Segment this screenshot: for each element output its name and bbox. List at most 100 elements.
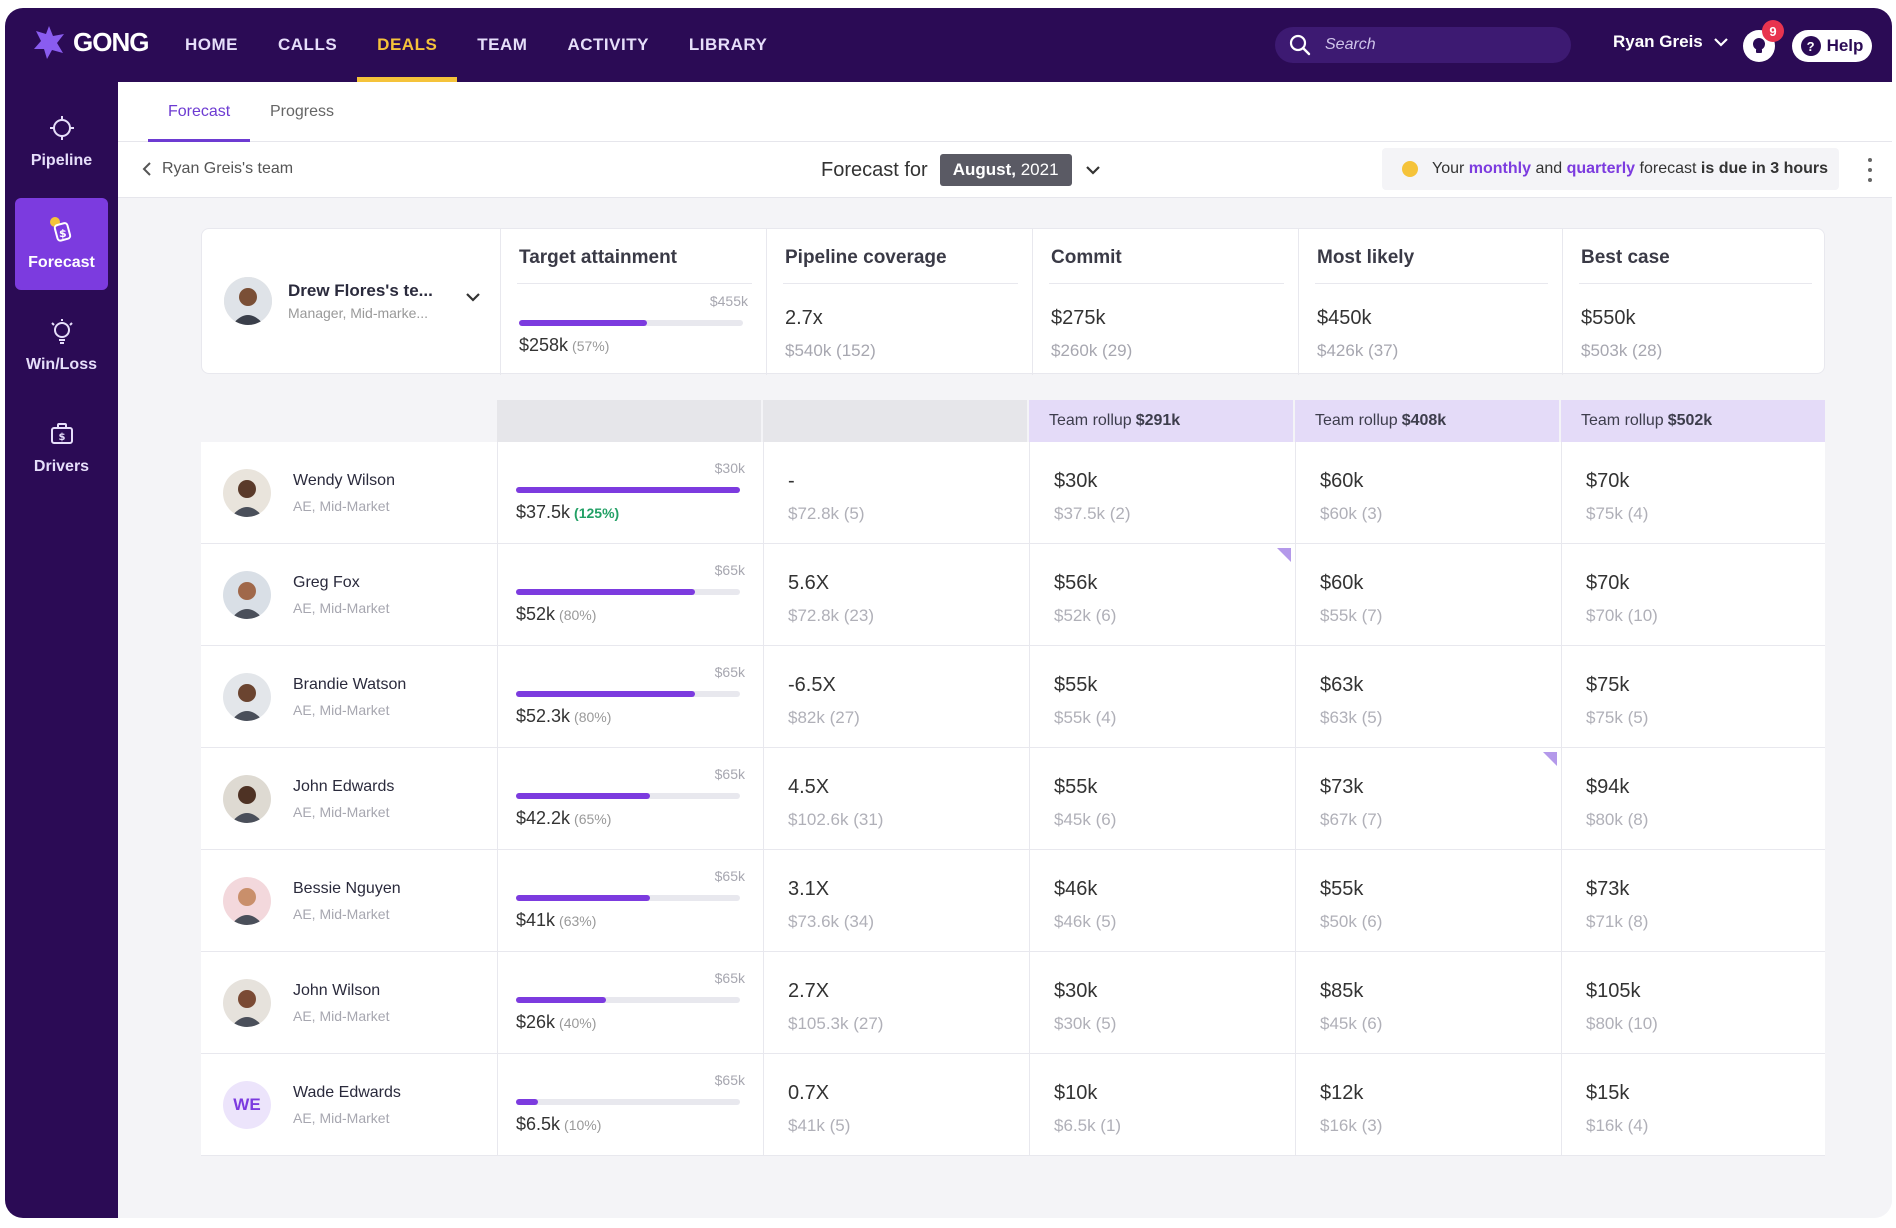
rep-coverage-sub: $82k (27)	[788, 708, 860, 727]
nav-deals[interactable]: DEALS	[357, 8, 458, 82]
sidebar-label-drivers: Drivers	[33, 458, 90, 475]
nav-calls[interactable]: CALLS	[278, 35, 338, 54]
rollup-best: Team rollup $502k	[1561, 400, 1825, 442]
table-row: John Edwards AE, Mid-Market $65k $42.2k(…	[201, 748, 1825, 850]
rep-best-cell[interactable]: $73k $71k (8)	[1561, 850, 1825, 952]
nav-home[interactable]: HOME	[185, 35, 238, 54]
period-value[interactable]: August, 2021	[939, 154, 1072, 186]
nav-activity[interactable]: ACTIVITY	[567, 35, 649, 54]
nav-library[interactable]: LIBRARY	[688, 35, 768, 54]
rep-best: $15k	[1586, 1082, 1630, 1104]
rep-best-cell[interactable]: $94k $80k (8)	[1561, 748, 1825, 850]
manager-attainment: $258k (57%)	[519, 335, 609, 356]
table-row: Wendy Wilson AE, Mid-Market $30k $37.5k(…	[201, 442, 1825, 544]
rep-likely-cell[interactable]: $60k $55k (7)	[1295, 544, 1561, 646]
rep-likely-cell[interactable]: $85k $45k (6)	[1295, 952, 1561, 1054]
rep-progress-fill	[516, 1099, 539, 1105]
sidebar-item-winloss[interactable]: Win/Loss	[15, 300, 108, 392]
rep-likely: $60k	[1320, 572, 1364, 594]
rep-best-cell[interactable]: $75k $75k (5)	[1561, 646, 1825, 748]
period-year: 2021	[1020, 160, 1059, 179]
edited-flag-icon	[1543, 752, 1557, 766]
rep-cell[interactable]: John Wilson AE, Mid-Market	[201, 952, 497, 1054]
avatar	[223, 469, 271, 517]
search-input[interactable]	[1323, 35, 1543, 55]
rep-progress-fill	[516, 487, 740, 493]
rep-progress-bar	[516, 691, 740, 697]
rep-target: $65k	[714, 1072, 745, 1088]
rep-likely-sub: $55k (7)	[1320, 606, 1383, 625]
most-likely-cell[interactable]: Most likely $450k $426k (37)	[1298, 229, 1562, 375]
rep-cell[interactable]: Greg Fox AE, Mid-Market	[201, 544, 497, 646]
rep-coverage: -	[788, 470, 795, 492]
rollup-prefix: Team rollup	[1049, 412, 1132, 429]
sidebar-item-drivers[interactable]: $ Drivers	[15, 402, 108, 494]
rep-target: $65k	[714, 766, 745, 782]
tab-forecast[interactable]: Forecast	[147, 82, 251, 142]
rep-coverage-sub: $105.3k (27)	[788, 1014, 884, 1033]
rep-attainment-value: $52k	[516, 604, 556, 624]
rollup-commit-value: $291k	[1135, 412, 1181, 429]
chevron-down-icon[interactable]	[464, 291, 482, 303]
rep-cell[interactable]: Wendy Wilson AE, Mid-Market	[201, 442, 497, 544]
rep-likely-cell[interactable]: $55k $50k (6)	[1295, 850, 1561, 952]
rep-best-cell[interactable]: $70k $70k (10)	[1561, 544, 1825, 646]
rep-commit-cell[interactable]: $56k $52k (6)	[1029, 544, 1295, 646]
rep-name: Greg Fox	[293, 574, 360, 591]
rep-commit-cell[interactable]: $46k $46k (5)	[1029, 850, 1295, 952]
rep-progress-bar	[516, 487, 740, 493]
rep-coverage-sub: $102.6k (31)	[788, 810, 884, 829]
rep-coverage-cell: 4.5X $102.6k (31)	[763, 748, 1029, 850]
rep-target: $65k	[714, 970, 745, 986]
manager-coverage: 2.7x	[785, 307, 823, 329]
help-button[interactable]: ? Help	[1792, 30, 1872, 62]
gong-logo[interactable]: GONG	[31, 24, 149, 60]
manager-best-sub: $503k (28)	[1581, 341, 1663, 360]
rep-cell[interactable]: Bessie Nguyen AE, Mid-Market	[201, 850, 497, 952]
forecast-due-notice: Your monthly and quarterly forecast is d…	[1382, 148, 1839, 190]
sidebar-item-forecast[interactable]: $ Forecast	[15, 198, 108, 290]
sidebar-item-pipeline[interactable]: Pipeline	[15, 96, 108, 188]
rep-commit-cell[interactable]: $55k $55k (4)	[1029, 646, 1295, 748]
rep-attainment-pct: (10%)	[564, 1117, 602, 1133]
manager-avatar	[224, 277, 272, 325]
rep-cell[interactable]: WE Wade Edwards AE, Mid-Market	[201, 1054, 497, 1156]
rep-attainment-value: $42.2k	[516, 808, 571, 828]
rep-cell[interactable]: John Edwards AE, Mid-Market	[201, 748, 497, 850]
rep-best-cell[interactable]: $15k $16k (4)	[1561, 1054, 1825, 1156]
main-nav: HOME CALLS DEALS TEAM ACTIVITY LIBRARY	[165, 8, 787, 82]
rep-commit: $55k	[1054, 776, 1098, 798]
rep-progress-bar	[516, 895, 740, 901]
rep-progress-fill	[516, 589, 696, 595]
more-options-icon[interactable]	[1860, 158, 1880, 182]
manager-cell[interactable]: Drew Flores's te... Manager, Mid-marke..…	[202, 229, 500, 375]
search-box[interactable]	[1275, 27, 1571, 63]
rep-likely-cell[interactable]: $73k $67k (7)	[1295, 748, 1561, 850]
rep-attainment-pct: (40%)	[559, 1015, 597, 1031]
manager-summary-card: Drew Flores's te... Manager, Mid-marke..…	[201, 228, 1826, 375]
rep-likely-sub: $67k (7)	[1320, 810, 1383, 829]
nav-team[interactable]: TEAM	[477, 35, 528, 54]
rep-commit-cell[interactable]: $30k $37.5k (2)	[1029, 442, 1295, 544]
back-link[interactable]: Ryan Greis's team	[142, 160, 293, 178]
rep-best-cell[interactable]: $70k $75k (4)	[1561, 442, 1825, 544]
rep-best-cell[interactable]: $105k $80k (10)	[1561, 952, 1825, 1054]
chevron-down-icon[interactable]	[1084, 164, 1102, 176]
rep-commit-cell[interactable]: $55k $45k (6)	[1029, 748, 1295, 850]
rep-cell[interactable]: Brandie Watson AE, Mid-Market	[201, 646, 497, 748]
commit-cell[interactable]: Commit $275k $260k (29)	[1032, 229, 1298, 375]
rep-commit-cell[interactable]: $30k $30k (5)	[1029, 952, 1295, 1054]
rollup-commit: Team rollup $291k	[1029, 400, 1293, 442]
rep-commit: $55k	[1054, 674, 1098, 696]
user-menu[interactable]: Ryan Greis	[1613, 32, 1729, 52]
rep-commit-cell[interactable]: $10k $6.5k (1)	[1029, 1054, 1295, 1156]
tab-progress[interactable]: Progress	[270, 103, 335, 120]
rep-role: AE, Mid-Market	[293, 906, 390, 922]
rep-likely-cell[interactable]: $63k $63k (5)	[1295, 646, 1561, 748]
rep-likely: $73k	[1320, 776, 1364, 798]
rep-name: John Wilson	[293, 982, 381, 999]
rep-likely-cell[interactable]: $60k $60k (3)	[1295, 442, 1561, 544]
best-case-cell[interactable]: Best case $550k $503k (28)	[1562, 229, 1826, 375]
notifications-button[interactable]	[1743, 30, 1775, 62]
rep-likely-cell[interactable]: $12k $16k (3)	[1295, 1054, 1561, 1156]
